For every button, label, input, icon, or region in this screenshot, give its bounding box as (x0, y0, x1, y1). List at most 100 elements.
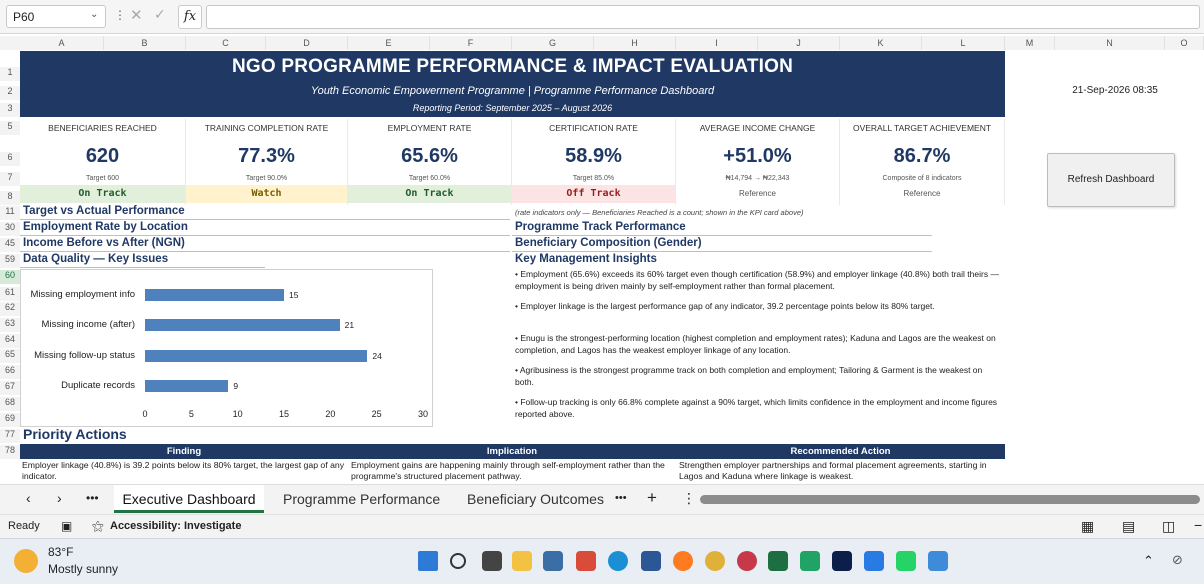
pdf-reader-icon[interactable] (737, 551, 757, 571)
kpi-card-certification: Certification Rate 58.9% Target 85.0% Of… (512, 119, 676, 205)
row-header[interactable]: 62 (0, 302, 20, 316)
app-icon[interactable] (800, 551, 820, 571)
column-header[interactable]: J (758, 36, 840, 50)
row-header[interactable]: 63 (0, 318, 20, 332)
status-ready: Ready (8, 520, 40, 532)
row-header[interactable]: 8 (0, 191, 20, 205)
column-header[interactable]: D (266, 36, 348, 50)
chart-bar[interactable] (145, 380, 229, 392)
row-header[interactable]: 7 (0, 172, 20, 186)
add-sheet-icon[interactable]: + (647, 488, 657, 507)
row-header[interactable]: 3 (0, 103, 20, 117)
tab-executive-dashboard[interactable]: Executive Dashboard (114, 485, 264, 513)
chevron-up-icon[interactable]: ⌃ (1143, 553, 1154, 568)
formula-input[interactable] (206, 5, 1200, 29)
excel-icon[interactable] (768, 551, 788, 571)
scroll-right-icon[interactable]: › (57, 490, 62, 506)
cancel-icon[interactable]: ✕ (130, 7, 143, 24)
row-header[interactable]: 1 (0, 67, 20, 81)
row-header[interactable]: 64 (0, 334, 20, 348)
column-header[interactable]: N (1055, 36, 1165, 50)
column-header[interactable]: E (348, 36, 430, 50)
row-header[interactable]: 78 (0, 445, 20, 459)
weather-temperature[interactable]: 83°F (48, 545, 74, 559)
scroll-left-icon[interactable]: ‹ (26, 490, 31, 506)
word-icon[interactable] (641, 551, 661, 571)
firefox-icon[interactable] (673, 551, 693, 571)
kpi-label: Certification Rate (549, 123, 638, 133)
whatsapp-icon[interactable] (896, 551, 916, 571)
kpi-label: Training Completion Rate (204, 123, 329, 133)
chart-data-label: 21 (344, 320, 355, 330)
horizontal-scrollbar[interactable] (700, 495, 1200, 504)
row-header[interactable]: 6 (0, 152, 20, 166)
column-header[interactable]: B (104, 36, 186, 50)
store-icon[interactable] (543, 551, 563, 571)
accessibility-icon[interactable]: ⚝ (92, 519, 104, 533)
row-header[interactable]: 30 (0, 222, 20, 236)
bing-icon[interactable] (864, 551, 884, 571)
photoshop-icon[interactable] (832, 551, 852, 571)
column-header[interactable]: L (922, 36, 1005, 50)
column-header[interactable]: G (512, 36, 594, 50)
row-header[interactable]: 45 (0, 238, 20, 252)
row-header[interactable]: 65 (0, 349, 20, 363)
more-vertical-icon[interactable]: ⋮ (114, 8, 126, 22)
edge-icon[interactable] (608, 551, 628, 571)
photos-icon[interactable] (928, 551, 948, 571)
column-header[interactable]: H (594, 36, 676, 50)
chart-bar[interactable] (145, 319, 340, 331)
section-employment-location: Employment Rate by Location (23, 221, 188, 233)
normal-view-icon[interactable]: ▦ (1081, 518, 1095, 534)
row-header[interactable]: 11 (0, 206, 20, 220)
row-header[interactable]: 5 (0, 121, 20, 135)
column-header[interactable]: K (840, 36, 922, 50)
insert-function-button[interactable]: fx (178, 5, 202, 29)
tab-beneficiary-outcomes[interactable]: Beneficiary Outcomes (467, 491, 604, 507)
row-header[interactable]: 2 (0, 86, 20, 100)
task-view-icon[interactable] (482, 551, 502, 571)
section-priority-actions: Priority Actions (23, 426, 127, 442)
more-sheets-icon[interactable]: ••• (615, 492, 627, 504)
more-options-icon[interactable]: ⋮ (682, 490, 696, 506)
news-icon[interactable] (576, 551, 596, 571)
column-header[interactable]: M (1005, 36, 1055, 50)
weather-sun-icon[interactable] (14, 549, 38, 573)
name-box[interactable]: P60 (6, 5, 106, 28)
start-icon[interactable] (418, 551, 438, 571)
row-header[interactable]: 66 (0, 365, 20, 379)
row-header-selected[interactable]: 60 (0, 270, 20, 284)
page-break-icon[interactable]: ◫ (1162, 518, 1176, 534)
weather-condition[interactable]: Mostly sunny (48, 562, 119, 576)
row-header[interactable]: 61 (0, 287, 20, 301)
data-quality-chart[interactable]: Missing employment info 15 Missing income … (20, 269, 433, 427)
row-header[interactable]: 67 (0, 381, 20, 395)
page-layout-icon[interactable]: ▤ (1122, 518, 1136, 534)
timestamp: 21-Sep-2026 08:35 (1072, 85, 1158, 96)
chart-bar[interactable] (145, 350, 368, 362)
column-header[interactable]: I (676, 36, 758, 50)
column-header[interactable]: F (430, 36, 512, 50)
section-divider (20, 267, 265, 268)
row-header[interactable]: 77 (0, 429, 20, 443)
check-icon[interactable]: ✓ (154, 6, 166, 22)
zoom-out-icon[interactable]: − (1194, 517, 1203, 533)
column-header[interactable]: A (20, 36, 104, 50)
chrome-icon[interactable] (705, 551, 725, 571)
row-header[interactable]: 59 (0, 254, 20, 268)
row-header[interactable]: 68 (0, 397, 20, 411)
select-all-corner[interactable] (0, 36, 20, 50)
accessibility-status[interactable]: Accessibility: Investigate (110, 520, 242, 532)
chevron-down-icon[interactable]: ⌄ (90, 9, 99, 20)
refresh-dashboard-button[interactable]: Refresh Dashboard (1047, 153, 1175, 207)
network-icon[interactable]: ⊘ (1172, 552, 1183, 567)
tab-programme-performance[interactable]: Programme Performance (283, 491, 441, 507)
column-header[interactable]: O (1165, 36, 1204, 50)
search-icon[interactable] (450, 553, 466, 569)
chart-bar[interactable] (145, 289, 284, 301)
macro-icon[interactable]: ▣ (61, 519, 73, 533)
more-tabs-icon[interactable]: ••• (86, 491, 99, 505)
row-header[interactable]: 69 (0, 413, 20, 427)
column-header[interactable]: C (186, 36, 266, 50)
file-explorer-icon[interactable] (512, 551, 532, 571)
